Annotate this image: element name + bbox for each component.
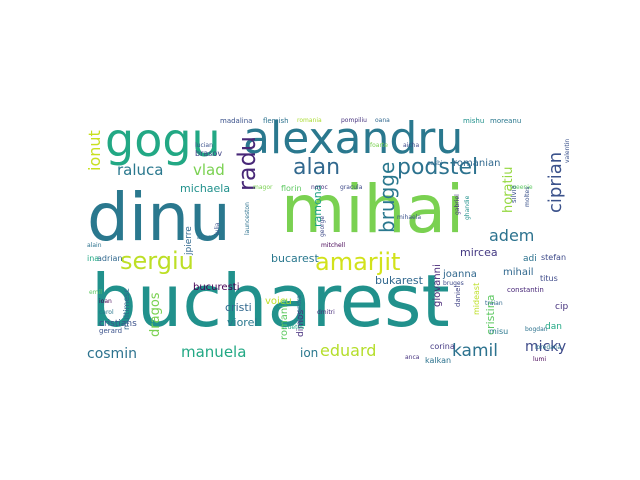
word-loredana: loredana <box>535 344 562 351</box>
word-misu: misu <box>489 327 509 336</box>
word-cristians: cristians <box>99 319 137 329</box>
word-raluca: raluca <box>117 161 164 179</box>
word-bukarest: bukarest <box>375 274 423 287</box>
word-giovanni: giovanni <box>432 264 443 307</box>
word-gracula: gracula <box>340 184 363 191</box>
word-radu: radu <box>233 135 261 191</box>
word-kamil: kamil <box>452 341 498 361</box>
word-lumi: lumi <box>533 356 546 363</box>
word-adem: adem <box>489 226 535 245</box>
word-valentin: valentin <box>564 138 571 163</box>
word-bruges: bruges <box>443 280 464 287</box>
word-carol: carol <box>99 309 114 316</box>
word-mitchell: mitchell <box>321 242 345 249</box>
word-pompiliu: pompiliu <box>341 117 367 124</box>
word-romanian: romanian <box>453 158 501 169</box>
word-oana: oana <box>375 117 390 124</box>
word-mircea: mircea <box>460 246 498 259</box>
word-romania-top: romania <box>297 117 322 124</box>
word-viorel: viorel <box>227 316 258 329</box>
word-iulia: iulia <box>214 222 221 235</box>
word-emil: emil <box>89 289 102 296</box>
word-kalkan: kalkan <box>425 356 452 365</box>
word-brasov: brasov <box>195 149 223 158</box>
word-aicha: aicha <box>403 142 420 149</box>
word-vlad: vlad <box>193 161 225 179</box>
word-lucian: lucian <box>195 142 213 149</box>
word-anca: anca <box>405 354 420 361</box>
word-amarjit: amarjit <box>315 248 401 276</box>
word-cip: cip <box>555 302 569 312</box>
word-alina: alina <box>197 234 212 241</box>
word-manuela: manuela <box>181 343 247 361</box>
word-adi: adi <box>523 254 537 264</box>
word-bucarest: bucarest <box>271 252 319 265</box>
word-eduard: eduard <box>320 341 377 360</box>
word-cosmin: cosmin <box>87 346 137 362</box>
word-ciprian: ciprian <box>545 151 566 213</box>
word-joanna: joanna <box>443 269 477 280</box>
word-dinu: dinu <box>87 179 231 256</box>
word-micky: micky <box>525 339 567 355</box>
word-launceston: launceston <box>244 202 251 235</box>
word-podstel: podstel <box>397 155 479 180</box>
word-mishu: mishu <box>463 117 485 125</box>
word-foarte: foarte <box>370 142 388 149</box>
word-alan: alan <box>293 155 341 180</box>
word-jpierre: jpierre <box>184 226 194 255</box>
word-cristi: cristi <box>225 301 252 314</box>
word-bogdan: bogdan <box>525 326 548 333</box>
word-ioan: ioan <box>99 298 112 305</box>
word-george: george <box>319 215 326 237</box>
word-titus: titus <box>540 274 558 283</box>
word-mihail: mihail <box>503 267 534 278</box>
word-madalina: madalina <box>220 117 253 125</box>
word-constantin: constantin <box>507 286 544 294</box>
word-ghandie: ghandie <box>464 195 471 220</box>
word-ion: ion <box>300 346 319 360</box>
word-dragos: dragos <box>148 292 163 337</box>
word-brugge: brugge <box>375 161 399 233</box>
word-multimesc: multimesc <box>122 288 131 330</box>
word-moreanu: moreanu <box>490 117 522 125</box>
word-dmitri: dmitri <box>317 309 335 316</box>
word-gerard: gerard <box>99 327 123 335</box>
word-dan: dan <box>545 322 562 332</box>
word-alexandra: alexandra <box>296 295 303 325</box>
word-traian: traian <box>485 300 503 307</box>
word-mideast: mideast <box>472 282 481 315</box>
word-daniel: daniel <box>454 285 462 307</box>
word-gogu: gogu <box>105 115 221 167</box>
word-alexandru: alexandru <box>243 115 464 164</box>
word-stefan: stefan <box>541 253 567 262</box>
word-sergiu: sergiu <box>120 247 194 275</box>
word-mihaela: mihaela <box>397 214 422 221</box>
word-mihai: mihai <box>281 171 465 248</box>
word-ionut: ionut <box>85 130 104 171</box>
word-noroc: noroc <box>311 184 328 191</box>
word-voicu: voicu <box>265 296 292 307</box>
word-fruetos: fruetos <box>283 324 305 331</box>
word-gabriel: gabriel <box>454 194 461 215</box>
word-ina: ina <box>87 254 100 263</box>
word-casbi: casbi <box>427 160 443 167</box>
word-moltes: moltes <box>524 186 531 207</box>
word-corina: corina <box>430 342 455 351</box>
word-florin: florin <box>281 184 302 193</box>
word-bucharest: bucharest <box>91 259 450 343</box>
word-bucuresti: bucuresti <box>193 282 240 293</box>
word-flemish: flemish <box>263 117 289 125</box>
word-michaela: michaela <box>180 182 231 195</box>
word-romania-v: romania <box>279 298 290 340</box>
word-cloud: bucharest mihai dinu alexandru gogu serg… <box>85 115 575 365</box>
word-adrian: adrian <box>97 254 123 263</box>
word-magor: magor <box>253 184 273 191</box>
word-roeenie: roeenie <box>510 184 533 191</box>
word-alain: alain <box>87 242 102 249</box>
